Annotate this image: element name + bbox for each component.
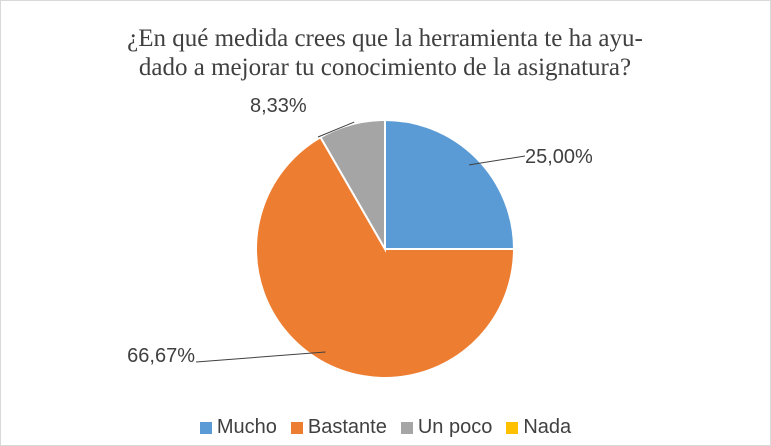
pie-chart: 25,00% 66,67% 8,33% <box>127 95 593 379</box>
legend-swatch-nada <box>506 421 519 434</box>
leader-line-bastante <box>195 351 326 363</box>
legend-label-un-poco: Un poco <box>417 416 493 438</box>
leader-line-mucho <box>469 155 526 166</box>
legend-item-mucho: Mucho <box>199 416 277 439</box>
chart-title-line-1: ¿En qué medida crees que la herramienta … <box>127 25 643 52</box>
pie-slice-bastante <box>255 135 516 379</box>
chart-title: ¿En qué medida crees que la herramienta … <box>70 24 700 82</box>
legend-swatch-un-poco <box>400 421 413 434</box>
data-label-mucho: 25,00% <box>525 146 593 168</box>
legend-label-mucho: Mucho <box>216 416 277 438</box>
leader-line-un-poco <box>317 121 355 138</box>
chart-legend: Mucho Bastante Un poco Nada <box>0 416 771 439</box>
pie-slice-mucho <box>384 118 516 250</box>
legend-swatch-mucho <box>199 421 212 434</box>
pie-slice-un-poco <box>319 118 386 253</box>
legend-item-nada: Nada <box>506 416 571 439</box>
legend-swatch-bastante <box>290 421 303 434</box>
data-label-un-poco: 8,33% <box>250 95 307 117</box>
chart-title-line-2: dado a mejorar tu conocimiento de la asi… <box>138 54 632 81</box>
data-label-bastante: 66,67% <box>127 345 195 367</box>
legend-label-bastante: Bastante <box>307 416 387 438</box>
legend-item-bastante: Bastante <box>290 416 387 439</box>
legend-item-un-poco: Un poco <box>400 416 493 439</box>
legend-label-nada: Nada <box>523 416 572 438</box>
